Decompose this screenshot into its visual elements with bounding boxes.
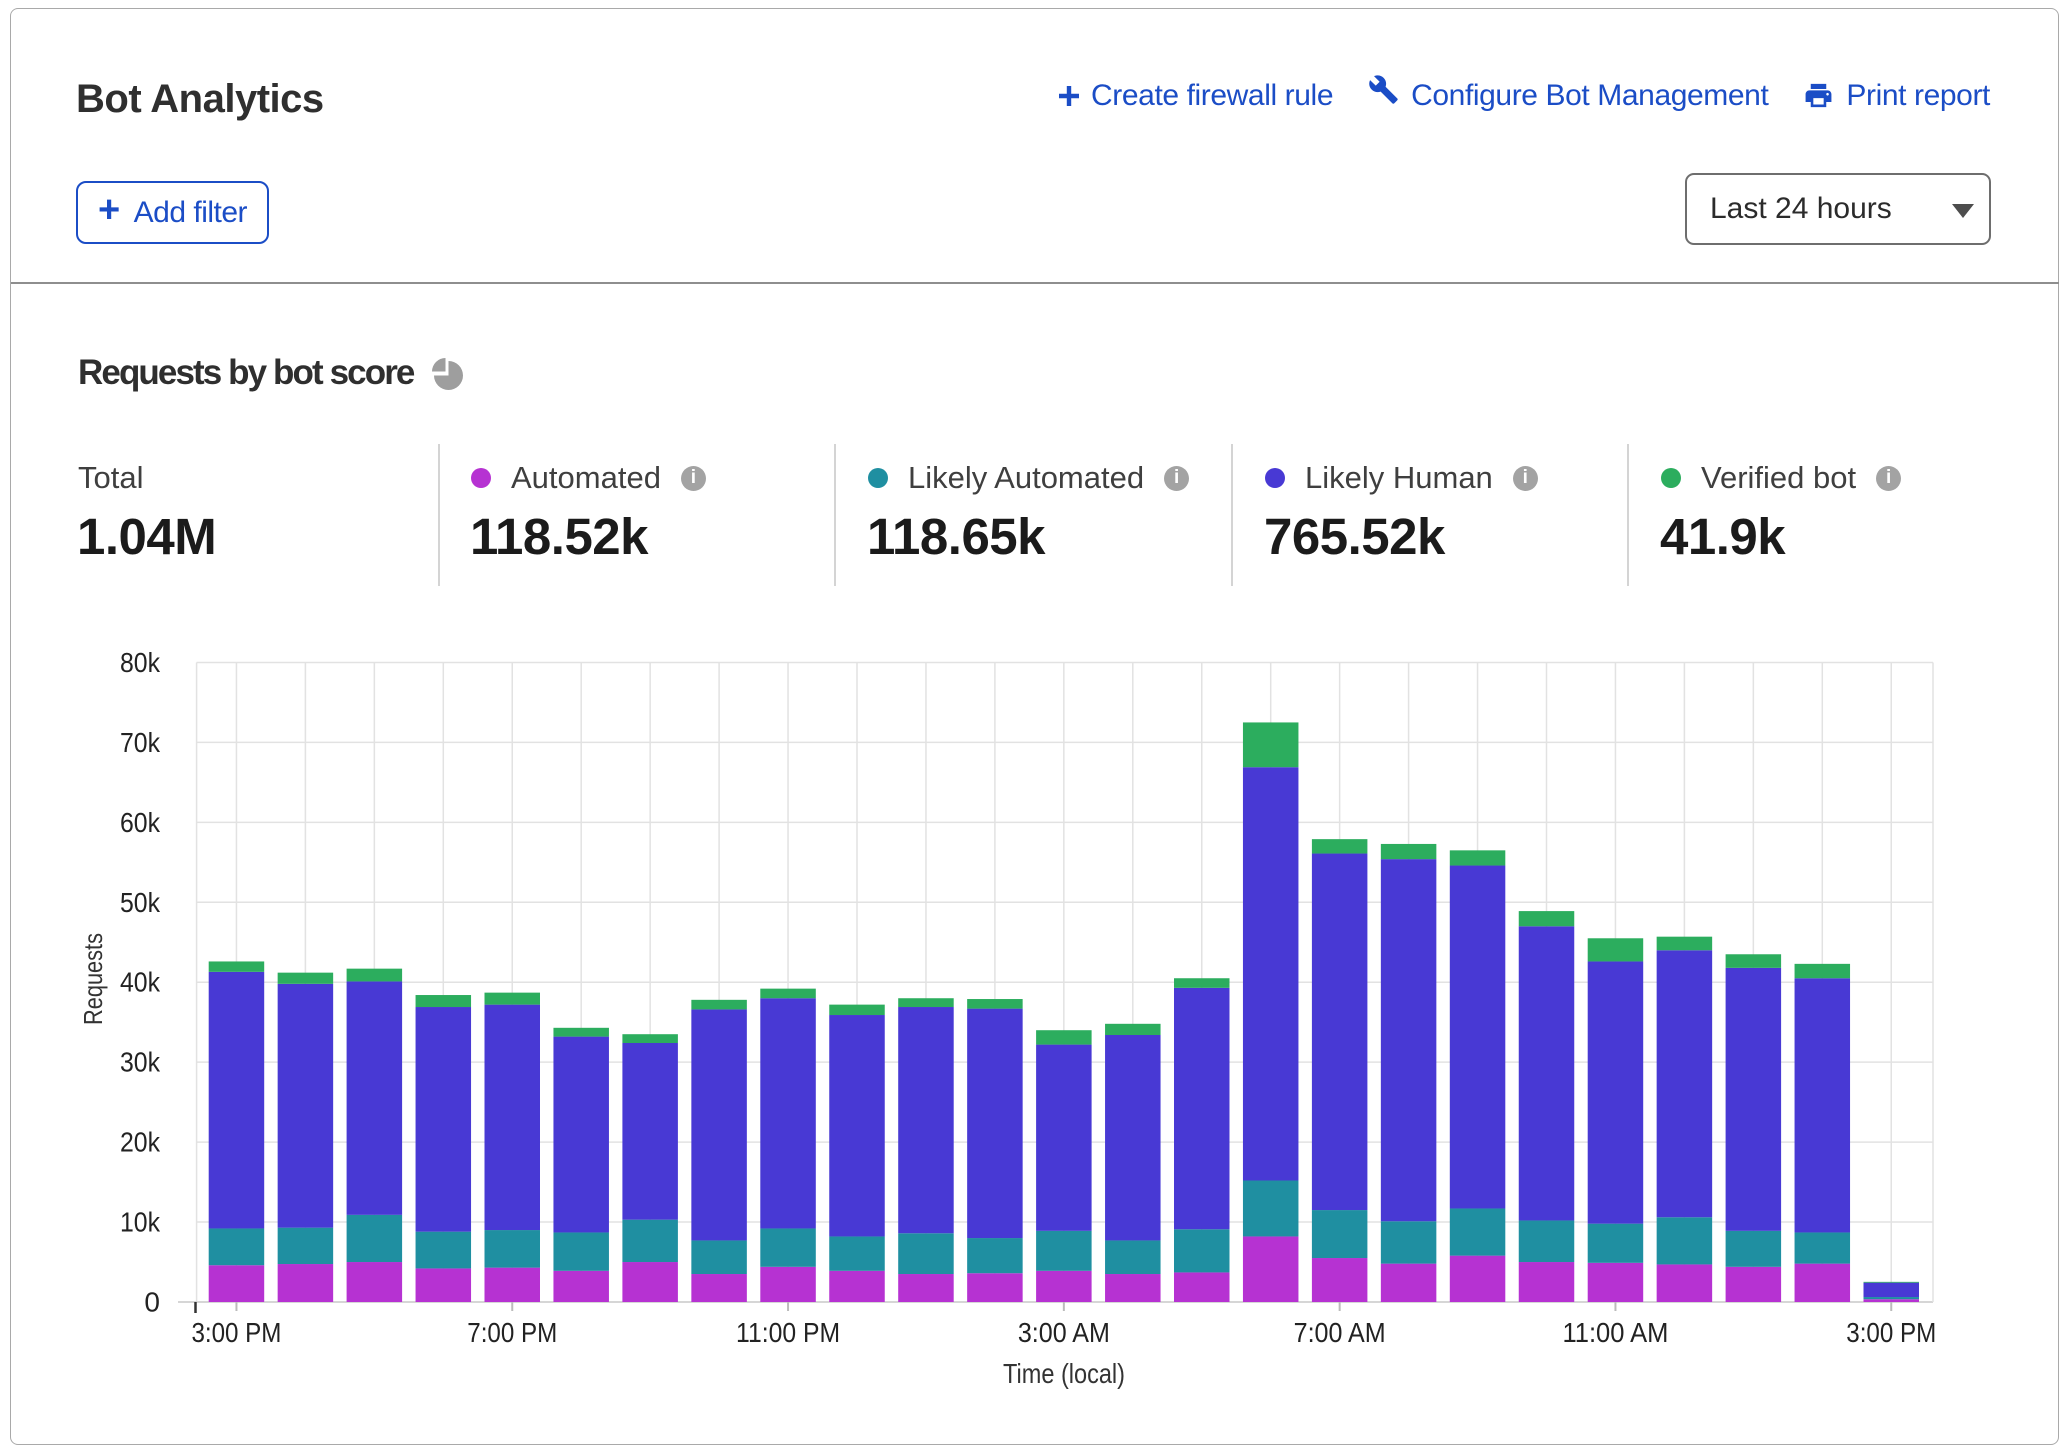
svg-text:3:00 AM: 3:00 AM bbox=[1018, 1317, 1110, 1348]
svg-text:80k: 80k bbox=[120, 647, 161, 678]
svg-text:Requests: Requests bbox=[78, 933, 108, 1025]
svg-text:3:00 PM: 3:00 PM bbox=[191, 1317, 281, 1348]
svg-text:20k: 20k bbox=[120, 1127, 161, 1158]
svg-text:30k: 30k bbox=[120, 1047, 161, 1078]
svg-text:0: 0 bbox=[144, 1287, 160, 1318]
svg-text:40k: 40k bbox=[120, 967, 161, 998]
svg-text:50k: 50k bbox=[120, 887, 161, 918]
svg-text:70k: 70k bbox=[120, 727, 161, 758]
svg-text:11:00 PM: 11:00 PM bbox=[736, 1317, 840, 1348]
svg-text:60k: 60k bbox=[120, 807, 161, 838]
svg-text:3:00 PM: 3:00 PM bbox=[1846, 1317, 1936, 1348]
svg-text:Time (local): Time (local) bbox=[1003, 1358, 1125, 1389]
svg-text:7:00 PM: 7:00 PM bbox=[467, 1317, 557, 1348]
svg-text:7:00 AM: 7:00 AM bbox=[1294, 1317, 1386, 1348]
svg-text:11:00 AM: 11:00 AM bbox=[1562, 1317, 1668, 1348]
svg-text:10k: 10k bbox=[120, 1207, 161, 1238]
